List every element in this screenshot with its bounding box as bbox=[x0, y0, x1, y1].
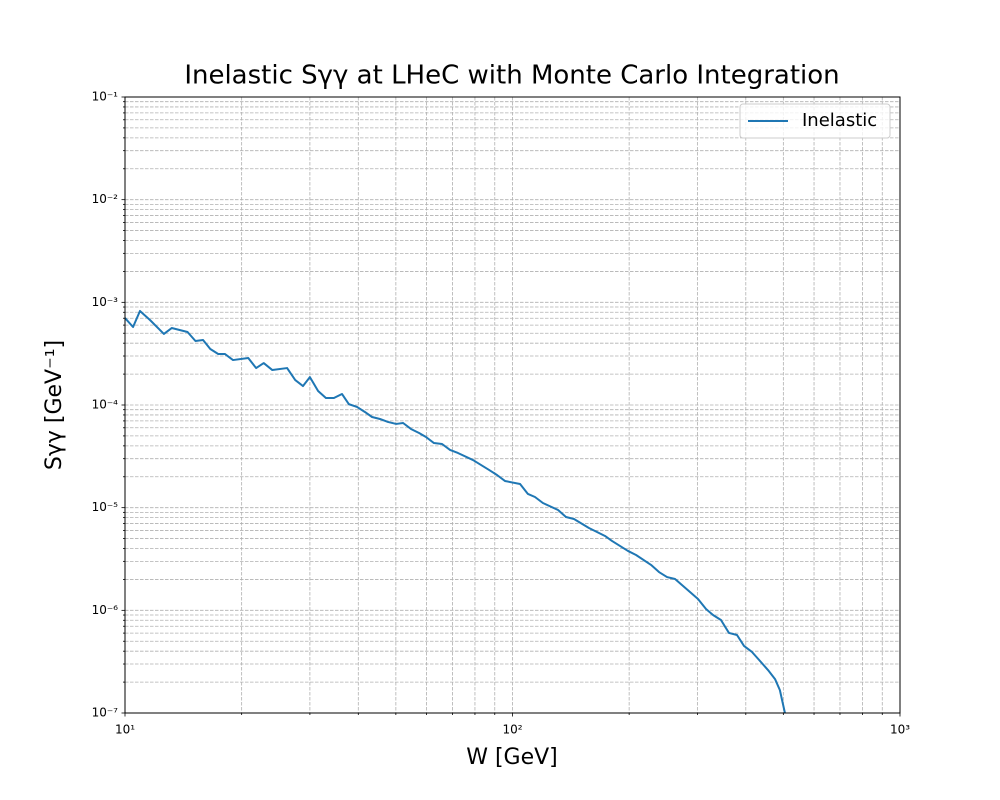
data-line bbox=[125, 309, 786, 713]
chart-title: Inelastic Sγγ at LHeC with Monte Carlo I… bbox=[184, 61, 839, 91]
ticks: 10¹ 10² 10³ 10⁻⁷ 10⁻⁶ 10⁻⁵ 10⁻⁴ 10⁻³ 10⁻² 10⁻¹ bbox=[92, 90, 911, 737]
legend: Inelastic bbox=[739, 103, 891, 139]
y-tick-label: 10⁻⁶ bbox=[92, 603, 119, 617]
y-axis-label: Sγγ [GeV⁻¹] bbox=[42, 340, 67, 470]
y-tick-label: 10⁻⁷ bbox=[92, 706, 119, 720]
y-tick-label: 10⁻² bbox=[92, 192, 119, 206]
y-tick-label: 10⁻³ bbox=[92, 295, 119, 309]
x-tick-label: 10³ bbox=[890, 723, 910, 737]
y-tick-label: 10⁻¹ bbox=[92, 90, 119, 104]
x-tick-label: 10¹ bbox=[115, 723, 135, 737]
legend-label: Inelastic bbox=[802, 110, 877, 131]
x-tick-label: 10² bbox=[502, 723, 522, 737]
x-axis-label: W [GeV] bbox=[466, 745, 558, 770]
y-tick-label: 10⁻⁵ bbox=[92, 500, 119, 514]
y-tick-label: 10⁻⁴ bbox=[92, 398, 119, 412]
plot-area bbox=[125, 309, 786, 713]
legend-box bbox=[739, 103, 891, 139]
